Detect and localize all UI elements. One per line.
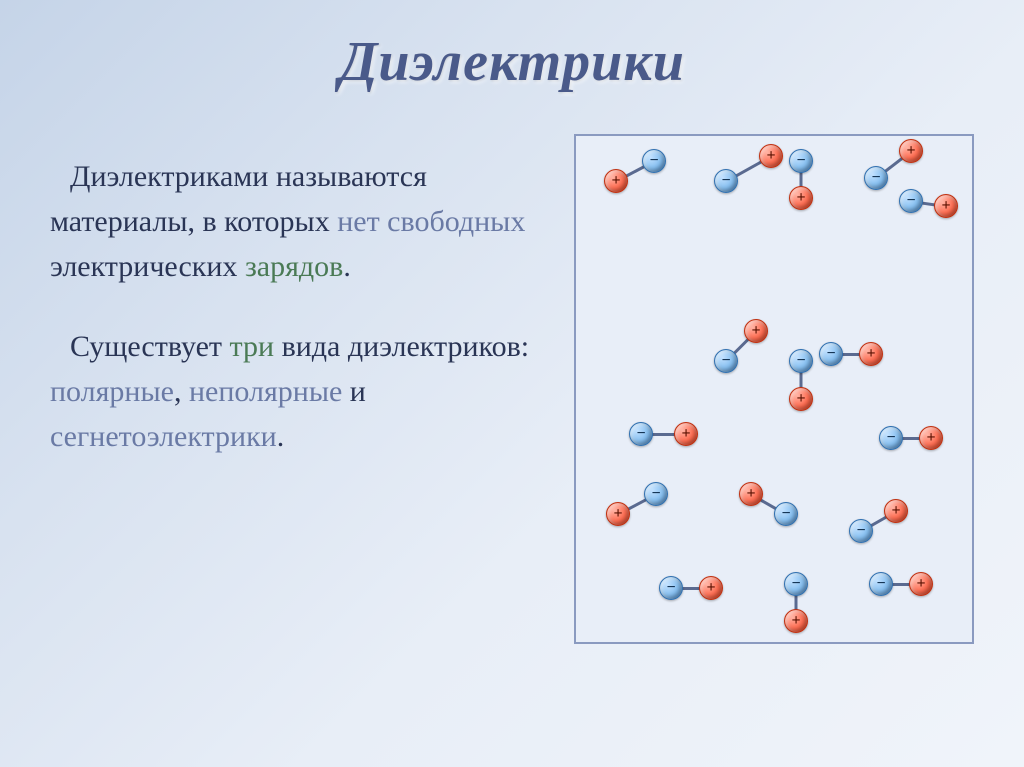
text-highlight: неполярные — [189, 375, 342, 408]
text-highlight: нет свободных — [337, 205, 525, 238]
slide: Диэлектрики Диэлектриками называются мат… — [0, 0, 1024, 767]
negative-charge: − — [629, 422, 653, 446]
negative-charge: − — [774, 502, 798, 526]
text-highlight: три — [230, 330, 275, 363]
dipole-diagram: +−+−+−+−+−+−+−+−+−+−+−+−+−+−+−+− — [574, 134, 974, 644]
positive-charge: + — [699, 576, 723, 600]
positive-charge: + — [789, 387, 813, 411]
positive-charge: + — [859, 342, 883, 366]
negative-charge: − — [644, 482, 668, 506]
text: электрических — [50, 250, 245, 283]
text: и — [342, 375, 366, 408]
negative-charge: − — [849, 519, 873, 543]
text-highlight: зарядов — [245, 250, 343, 283]
text-block: Диэлектриками называются материалы, в ко… — [50, 134, 544, 644]
positive-charge: + — [934, 194, 958, 218]
positive-charge: + — [759, 144, 783, 168]
text-highlight: полярные — [50, 375, 174, 408]
positive-charge: + — [744, 319, 768, 343]
paragraph-2: Существует три вида диэлектриков: полярн… — [50, 324, 544, 459]
negative-charge: − — [789, 149, 813, 173]
negative-charge: − — [864, 166, 888, 190]
negative-charge: − — [879, 426, 903, 450]
text: . — [343, 250, 351, 283]
content-row: Диэлектриками называются материалы, в ко… — [50, 134, 974, 644]
negative-charge: − — [819, 342, 843, 366]
slide-title: Диэлектрики — [50, 30, 974, 94]
negative-charge: − — [714, 349, 738, 373]
positive-charge: + — [789, 186, 813, 210]
text: Существует — [70, 330, 230, 363]
negative-charge: − — [784, 572, 808, 596]
negative-charge: − — [659, 576, 683, 600]
positive-charge: + — [909, 572, 933, 596]
paragraph-1: Диэлектриками называются материалы, в ко… — [50, 154, 544, 289]
text: , — [174, 375, 189, 408]
negative-charge: − — [714, 169, 738, 193]
negative-charge: − — [869, 572, 893, 596]
positive-charge: + — [784, 609, 808, 633]
positive-charge: + — [919, 426, 943, 450]
negative-charge: − — [789, 349, 813, 373]
text: . — [277, 420, 285, 453]
positive-charge: + — [674, 422, 698, 446]
positive-charge: + — [606, 502, 630, 526]
negative-charge: − — [899, 189, 923, 213]
text-highlight: сегнетоэлектрики — [50, 420, 277, 453]
positive-charge: + — [884, 499, 908, 523]
positive-charge: + — [739, 482, 763, 506]
positive-charge: + — [899, 139, 923, 163]
positive-charge: + — [604, 169, 628, 193]
text: вида диэлектриков: — [274, 330, 529, 363]
negative-charge: − — [642, 149, 666, 173]
